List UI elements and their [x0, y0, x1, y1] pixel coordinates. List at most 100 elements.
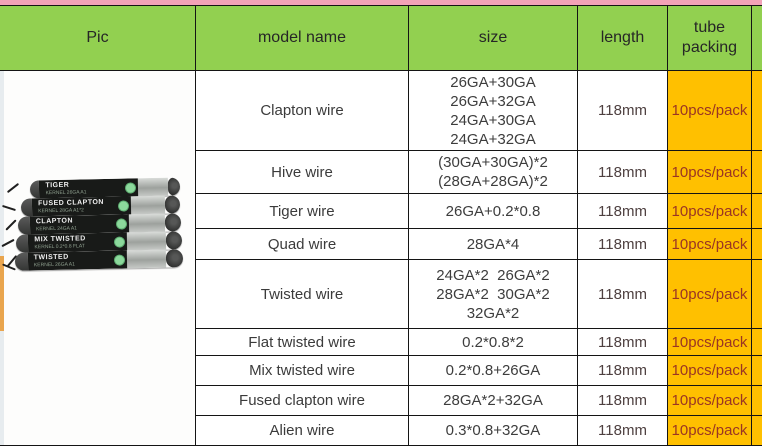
brand-logo-icon: [125, 181, 137, 194]
length-cell: 118mm: [577, 260, 667, 329]
size-line: 28GA*2+32GA: [443, 392, 543, 409]
top-border-strip: [0, 0, 762, 5]
tube-left-cap: [15, 234, 29, 253]
header-label: length: [600, 29, 645, 46]
length-value: 118mm: [598, 235, 647, 253]
size-line: 24GA+32GA: [450, 130, 536, 148]
tube-spec-text: KERNEL 0.2*0.8 FLAT: [34, 243, 85, 251]
length-value: 118mm: [598, 392, 647, 409]
model-name: Hive wire: [271, 163, 333, 181]
size-line: 0.3*0.8+32GA: [445, 422, 541, 439]
cutoff-column-cell: [751, 356, 762, 386]
model-cell: Quad wire: [195, 229, 408, 260]
packing-value: 10pcs/pack: [671, 422, 748, 439]
packing-value: 10pcs/pack: [671, 333, 748, 351]
tube-right-cap: [166, 249, 184, 268]
tube-label-text: CLAPTON KERNEL 24GA A1: [36, 217, 114, 233]
length-cell: 118mm: [577, 71, 667, 151]
tube-right-cap: [165, 213, 182, 232]
size-line: 24GA*2 26GA*2: [436, 266, 550, 284]
tube-left-cap: [14, 252, 29, 271]
size-cell: 0.3*0.8+32GA: [408, 416, 577, 446]
model-cell: Fused clapton wire: [195, 386, 408, 416]
packing-value: 10pcs/pack: [671, 202, 748, 220]
packing-cell: 10pcs/pack: [667, 151, 751, 194]
header-cell-pic: Pic: [0, 6, 195, 71]
packing-value: 10pcs/pack: [671, 285, 748, 303]
size-line: (28GA+28GA)*2: [438, 173, 548, 190]
tube-label: CLAPTON KERNEL 24GA A1: [29, 214, 130, 235]
spec-table: Pic model name size length tube packing …: [0, 5, 762, 446]
model-cell: Flat twisted wire: [195, 329, 408, 356]
tube-label-text: MIX TWISTED KERNEL 0.2*0.8 FLAT: [34, 235, 112, 251]
product-photo-cell: TIGER KERNEL 26GA A1 FUSED CLAPTON KERNE…: [0, 71, 195, 446]
model-name: Fused clapton wire: [239, 392, 365, 409]
tube-label: TWISTED KERNEL 26GA A1: [27, 250, 127, 271]
packing-value: 10pcs/pack: [671, 235, 748, 253]
brand-logo-icon: [118, 199, 130, 212]
tube-label: MIX TWISTED KERNEL 0.2*0.8 FLAT: [28, 232, 128, 253]
cutoff-column-cell: [751, 416, 762, 446]
size-line: 28GA*4: [466, 235, 520, 253]
packing-cell: 10pcs/pack: [667, 194, 751, 229]
wire-tip: [5, 219, 17, 231]
packing-cell: 10pcs/pack: [667, 386, 751, 416]
length-value: 118mm: [598, 202, 647, 220]
model-name: Quad wire: [267, 235, 337, 253]
cutoff-column-cell: [751, 71, 762, 151]
cutoff-column-cell: [751, 329, 762, 356]
cutoff-column-header: [751, 6, 762, 71]
tube-right-cap: [165, 195, 181, 214]
model-name: Clapton wire: [260, 102, 344, 119]
brand-logo-icon: [113, 253, 125, 266]
packing-cell: 10pcs/pack: [667, 71, 751, 151]
length-cell: 118mm: [577, 416, 667, 446]
tube-spec-text: KERNEL 26GA A1: [45, 189, 87, 197]
size-line: 24GA+30GA: [450, 111, 536, 129]
length-cell: 118mm: [577, 194, 667, 229]
length-cell: 118mm: [577, 229, 667, 260]
length-cell: 118mm: [577, 329, 667, 356]
length-value: 118mm: [598, 163, 647, 181]
tube-clear-section: [138, 177, 168, 197]
tube-clear-section: [130, 195, 166, 215]
model-cell: Hive wire: [195, 151, 408, 194]
tube-spec-text: KERNEL 26GA A1: [33, 261, 75, 269]
model-cell: Tiger wire: [195, 194, 408, 229]
packing-cell: 10pcs/pack: [667, 356, 751, 386]
tube-label: FUSED CLAPTON KERNEL 28GA A1*2: [31, 196, 132, 217]
size-cell: 0.2*0.8*2: [408, 329, 577, 356]
header-label: model name: [257, 29, 347, 46]
model-cell: Clapton wire: [195, 71, 408, 151]
brand-logo-icon: [114, 235, 126, 248]
header-cell-length: length: [577, 6, 667, 71]
tube-label-text: FUSED CLAPTON KERNEL 28GA A1*2: [38, 199, 116, 215]
model-cell: Alien wire: [195, 416, 408, 446]
size-line: 26GA+30GA: [450, 73, 536, 91]
tube-spec-text: KERNEL 28GA A1*2: [38, 207, 84, 215]
size-line: 0.2*0.8*2: [462, 333, 524, 351]
length-value: 118mm: [598, 102, 647, 119]
size-cell: 28GA*2+32GA: [408, 386, 577, 416]
model-name: Twisted wire: [260, 285, 344, 303]
length-value: 118mm: [598, 333, 647, 351]
tube-label: TIGER KERNEL 26GA A1: [39, 178, 139, 199]
header-cell-model-name: model name: [195, 6, 408, 71]
model-name: Alien wire: [269, 422, 335, 439]
length-value: 118mm: [598, 422, 647, 439]
header-label: tube packing: [681, 19, 738, 56]
tube-clear-section: [126, 249, 167, 269]
tube-clear-section: [128, 213, 166, 233]
size-line: 28GA*2 30GA*2: [436, 285, 550, 303]
size-cell: 26GA+30GA 26GA+32GA 24GA+30GA 24GA+32GA: [408, 71, 577, 151]
packing-value: 10pcs/pack: [671, 392, 748, 409]
size-line: (30GA+30GA)*2: [438, 154, 548, 171]
cutoff-column-cell: [751, 260, 762, 329]
tube-left-cap: [29, 180, 40, 199]
model-name: Tiger wire: [269, 202, 335, 220]
brand-logo-icon: [115, 217, 127, 230]
length-cell: 118mm: [577, 356, 667, 386]
packing-value: 10pcs/pack: [671, 102, 748, 119]
packing-value: 10pcs/pack: [671, 362, 748, 379]
